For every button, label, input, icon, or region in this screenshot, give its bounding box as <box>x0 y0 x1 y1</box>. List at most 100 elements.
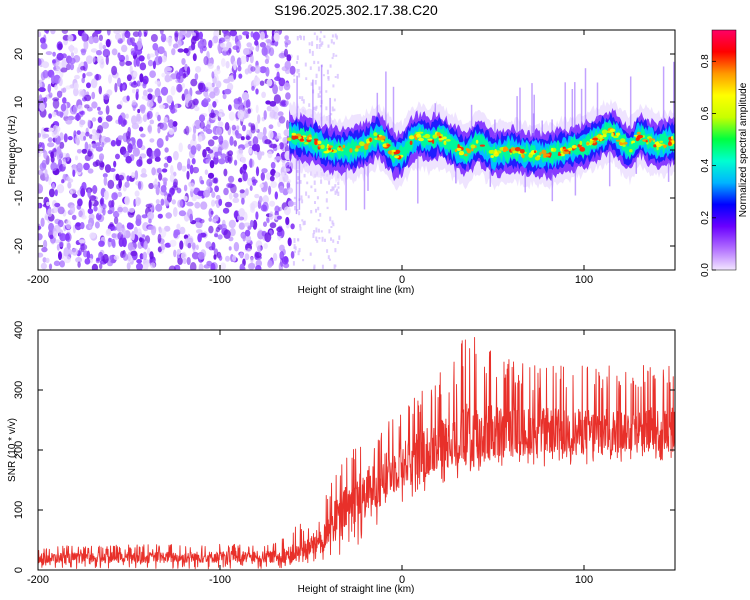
colorbar-ticks: 0.0 0.2 0.4 0.6 0.8 <box>700 54 716 277</box>
noise-speckle <box>111 48 118 56</box>
noise-speckle <box>287 237 292 247</box>
noise-speckle <box>138 126 144 132</box>
noise-speckle <box>294 246 297 251</box>
noise-speckle <box>238 177 243 183</box>
noise-speckle <box>98 153 105 161</box>
noise-speckle <box>147 59 154 67</box>
noise-speckle <box>236 125 240 131</box>
noise-speckle <box>240 55 247 65</box>
noise-speckle <box>326 249 329 253</box>
noise-speckle <box>136 262 143 270</box>
noise-speckle <box>310 210 313 214</box>
snr-line <box>38 336 675 570</box>
noise-speckle <box>127 251 131 262</box>
noise-speckle <box>233 241 240 252</box>
noise-speckle <box>148 218 152 224</box>
signal-hotspot <box>369 137 372 142</box>
noise-speckle <box>269 175 275 182</box>
noise-speckle <box>321 236 324 242</box>
noise-speckle <box>39 81 43 88</box>
noise-speckle <box>126 175 130 182</box>
signal-hotspot <box>534 156 541 161</box>
noise-speckle <box>48 263 53 270</box>
noise-speckle <box>168 128 175 135</box>
noise-speckle <box>296 68 299 74</box>
noise-speckle <box>59 260 65 268</box>
noise-speckle <box>162 177 168 182</box>
noise-speckle <box>222 93 227 100</box>
noise-speckle <box>54 84 58 91</box>
noise-speckle <box>208 208 214 218</box>
noise-speckle <box>190 138 197 148</box>
noise-speckle <box>77 261 81 268</box>
noise-speckle <box>75 222 81 227</box>
noise-speckle <box>69 44 74 53</box>
noise-speckle <box>226 151 230 157</box>
noise-speckle <box>173 178 179 188</box>
noise-speckle <box>269 222 277 229</box>
noise-speckle <box>213 68 221 75</box>
noise-speckle <box>238 147 244 155</box>
noise-speckle <box>237 215 241 221</box>
colorbar-tick-label: 0.0 <box>700 263 711 277</box>
spectrogram-ytick-label: 20 <box>13 48 25 60</box>
noise-speckle <box>320 43 323 47</box>
noise-speckle <box>204 169 209 175</box>
noise-speckle <box>76 162 83 173</box>
signal-hotspot <box>432 139 435 144</box>
noise-speckle <box>208 39 213 49</box>
noise-speckle <box>58 241 64 248</box>
noise-speckle <box>290 251 295 259</box>
noise-speckle <box>177 161 183 171</box>
noise-speckle <box>107 209 113 215</box>
signal-hotspot <box>568 150 571 155</box>
noise-speckle <box>227 156 232 162</box>
noise-speckle <box>154 156 161 162</box>
noise-speckle <box>132 147 140 157</box>
noise-speckle <box>84 141 89 151</box>
noise-speckle <box>320 230 323 233</box>
noise-speckle <box>81 215 87 220</box>
noise-speckle <box>166 155 172 164</box>
noise-speckle <box>273 94 281 104</box>
noise-speckle <box>138 30 142 38</box>
noise-speckle <box>194 73 199 81</box>
noise-speckle <box>124 196 130 206</box>
noise-speckle <box>196 229 203 234</box>
noise-speckle <box>280 99 287 106</box>
noise-speckle <box>73 87 79 97</box>
snr-ytick-label: 0 <box>13 567 25 573</box>
signal-hotspot <box>506 148 509 151</box>
spectrogram-ytick-label: -10 <box>13 190 25 206</box>
noise-speckle <box>149 70 157 78</box>
noise-speckle <box>317 61 320 64</box>
noise-speckle <box>98 85 103 95</box>
signal-hotspot <box>373 132 378 137</box>
noise-speckle <box>297 69 300 72</box>
noise-speckle <box>233 70 237 80</box>
noise-speckle <box>44 168 48 178</box>
noise-speckle <box>262 126 267 136</box>
noise-speckle <box>113 216 119 225</box>
noise-speckle <box>303 220 306 225</box>
noise-speckle <box>332 186 335 191</box>
noise-speckle <box>170 165 174 175</box>
signal-hotspot <box>611 132 614 137</box>
spectrogram-ytick-label: -20 <box>13 238 25 254</box>
noise-speckle <box>284 48 288 58</box>
noise-speckle <box>88 36 95 45</box>
noise-speckle <box>208 217 212 222</box>
signal-hotspot <box>313 138 319 141</box>
noise-speckle <box>222 207 230 214</box>
noise-speckle <box>38 87 46 93</box>
noise-speckle <box>71 214 77 221</box>
noise-speckle <box>87 150 93 157</box>
noise-speckle <box>234 159 238 166</box>
noise-speckle <box>77 198 83 207</box>
noise-speckle <box>317 66 320 72</box>
noise-speckle <box>147 93 153 100</box>
noise-speckle <box>179 30 186 38</box>
noise-speckle <box>38 31 42 38</box>
noise-speckle <box>264 139 272 145</box>
noise-speckle <box>243 222 251 227</box>
